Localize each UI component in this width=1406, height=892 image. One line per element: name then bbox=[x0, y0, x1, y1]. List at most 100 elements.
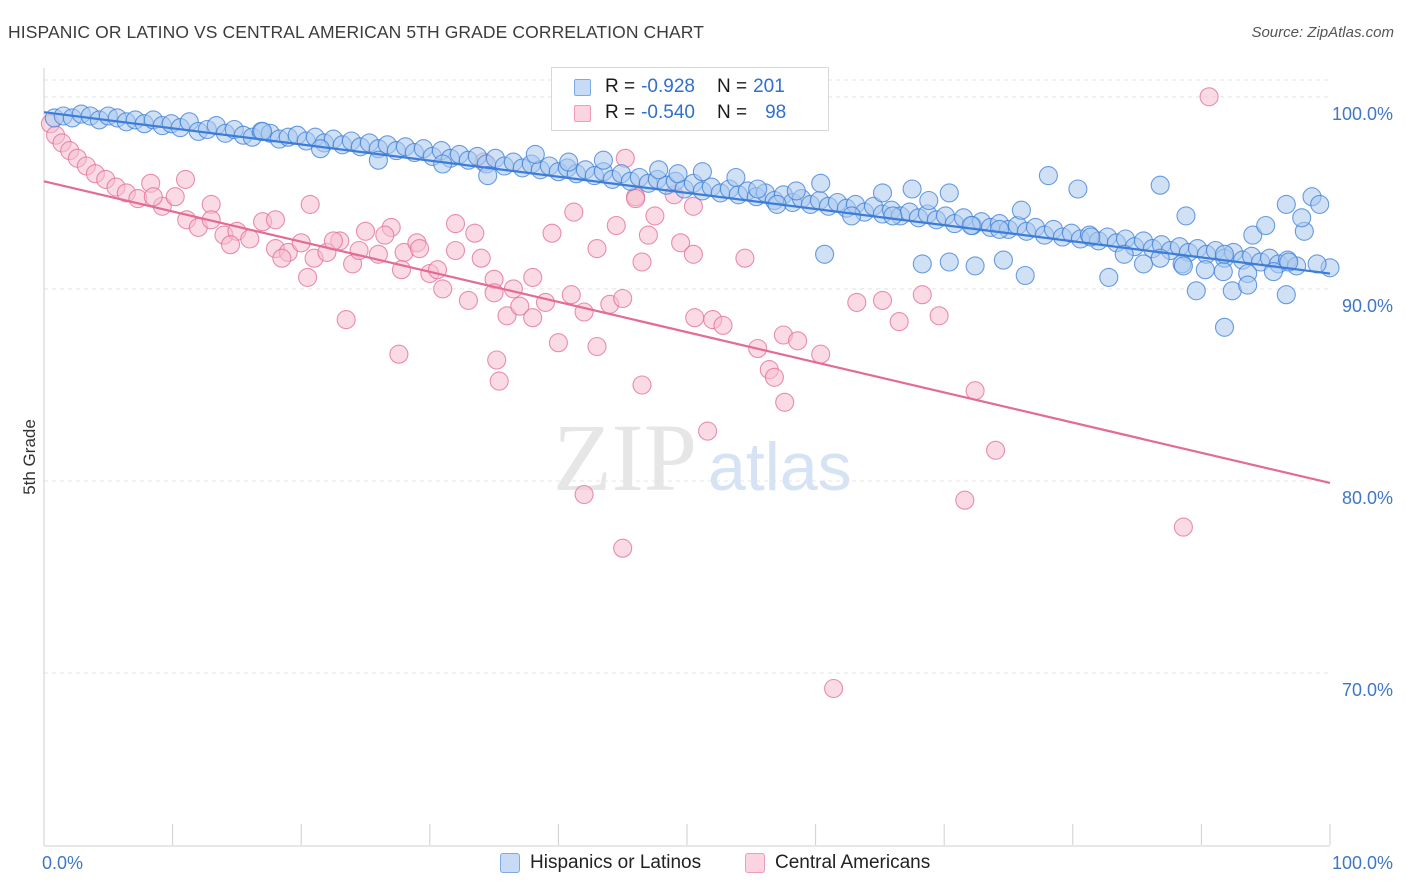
data-point bbox=[788, 331, 808, 351]
legend-item-central-americans[interactable]: Central Americans bbox=[745, 852, 930, 874]
data-point bbox=[939, 252, 959, 272]
data-point bbox=[497, 306, 517, 326]
legend-row-hispanics: R = -0.928 N = 201 bbox=[574, 75, 785, 99]
data-point bbox=[713, 315, 733, 335]
data-point bbox=[559, 152, 579, 172]
data-point bbox=[986, 440, 1006, 460]
data-point bbox=[300, 194, 320, 214]
data-point bbox=[1068, 179, 1088, 199]
data-point bbox=[1238, 275, 1258, 295]
data-point bbox=[587, 239, 607, 259]
data-point bbox=[847, 292, 867, 312]
data-point bbox=[815, 244, 835, 264]
data-point bbox=[889, 312, 909, 332]
trend-line bbox=[43, 111, 1331, 275]
data-point bbox=[872, 183, 893, 203]
data-point bbox=[683, 196, 703, 216]
legend-swatch-blue bbox=[500, 853, 520, 873]
data-point bbox=[683, 244, 703, 264]
data-point bbox=[649, 160, 669, 180]
data-point bbox=[842, 206, 862, 226]
data-point bbox=[535, 292, 556, 312]
legend-n-label: N = bbox=[716, 76, 748, 97]
data-point bbox=[965, 381, 985, 401]
data-point bbox=[989, 219, 1010, 239]
chart-title: HISPANIC OR LATINO VS CENTRAL AMERICAN 5… bbox=[8, 22, 705, 42]
legend-n-value: 201 bbox=[753, 76, 785, 97]
data-point bbox=[1173, 256, 1193, 276]
data-point bbox=[965, 256, 985, 276]
data-point bbox=[1292, 208, 1312, 228]
y-tick-label: 100.0% bbox=[1332, 104, 1393, 124]
data-point bbox=[613, 538, 633, 558]
data-point bbox=[748, 179, 768, 199]
data-point bbox=[692, 162, 712, 182]
data-point bbox=[1173, 517, 1193, 537]
data-point bbox=[523, 308, 543, 328]
series-central-americans bbox=[40, 87, 1219, 699]
data-point bbox=[1279, 252, 1299, 272]
x-tick-label-max: 100.0% bbox=[1332, 853, 1393, 873]
data-point bbox=[574, 484, 594, 505]
legend-item-label: Central Americans bbox=[775, 852, 931, 873]
data-point bbox=[523, 267, 543, 287]
data-point bbox=[632, 375, 652, 395]
data-point bbox=[645, 206, 665, 226]
data-point bbox=[143, 187, 163, 207]
data-point bbox=[489, 371, 509, 391]
data-point bbox=[375, 225, 395, 245]
data-point bbox=[919, 190, 939, 211]
axes bbox=[43, 68, 1330, 847]
y-tick-label: 70.0% bbox=[1342, 680, 1393, 700]
watermark-atlas: atlas bbox=[708, 429, 852, 505]
trend-line bbox=[43, 180, 1331, 485]
data-point bbox=[175, 169, 196, 189]
data-point bbox=[564, 202, 584, 222]
data-point bbox=[606, 215, 626, 236]
data-point bbox=[433, 279, 453, 299]
legend-item-label: Hispanics or Latinos bbox=[530, 852, 702, 873]
data-point bbox=[1114, 244, 1134, 264]
data-point bbox=[735, 248, 755, 268]
data-point bbox=[912, 285, 932, 305]
data-point bbox=[445, 240, 466, 261]
data-point bbox=[458, 290, 478, 310]
data-point bbox=[1256, 215, 1276, 236]
data-point bbox=[465, 223, 485, 243]
data-point bbox=[632, 252, 652, 272]
data-point bbox=[764, 367, 784, 387]
data-point bbox=[525, 144, 545, 164]
x-ticks bbox=[43, 824, 1331, 845]
data-point bbox=[912, 254, 932, 274]
trend-lines bbox=[43, 111, 1331, 485]
data-point bbox=[355, 221, 376, 241]
data-point bbox=[1310, 194, 1330, 214]
y-tick-label: 90.0% bbox=[1342, 296, 1393, 316]
series-hispanics-or-latinos bbox=[44, 104, 1340, 337]
data-point bbox=[902, 179, 922, 199]
data-point bbox=[1276, 194, 1296, 214]
data-point bbox=[1081, 227, 1101, 247]
data-point bbox=[1213, 262, 1233, 282]
data-point bbox=[1150, 175, 1170, 195]
data-point bbox=[1199, 87, 1219, 107]
stats-legend: R = -0.928 N = 201 R = -0.540 N = 98 bbox=[551, 67, 829, 131]
data-point bbox=[272, 248, 292, 268]
data-point bbox=[1195, 260, 1215, 280]
data-point bbox=[253, 121, 273, 141]
legend-r-value: -0.540 bbox=[641, 102, 695, 123]
data-point bbox=[671, 233, 691, 253]
data-point bbox=[824, 678, 844, 699]
legend-item-hispanics-or-latinos[interactable]: Hispanics or Latinos bbox=[500, 852, 701, 874]
legend-swatch-pink bbox=[574, 104, 591, 122]
data-point bbox=[811, 344, 831, 364]
y-tick-labels: 100.0% 90.0% 80.0% 70.0% bbox=[1332, 104, 1393, 700]
data-point bbox=[593, 150, 613, 170]
data-point bbox=[685, 308, 705, 328]
data-point bbox=[1276, 285, 1296, 305]
gridlines bbox=[44, 79, 1330, 674]
legend-n-label: N = bbox=[716, 102, 748, 123]
legend-n-value: 98 bbox=[765, 102, 787, 123]
data-point bbox=[240, 229, 260, 249]
